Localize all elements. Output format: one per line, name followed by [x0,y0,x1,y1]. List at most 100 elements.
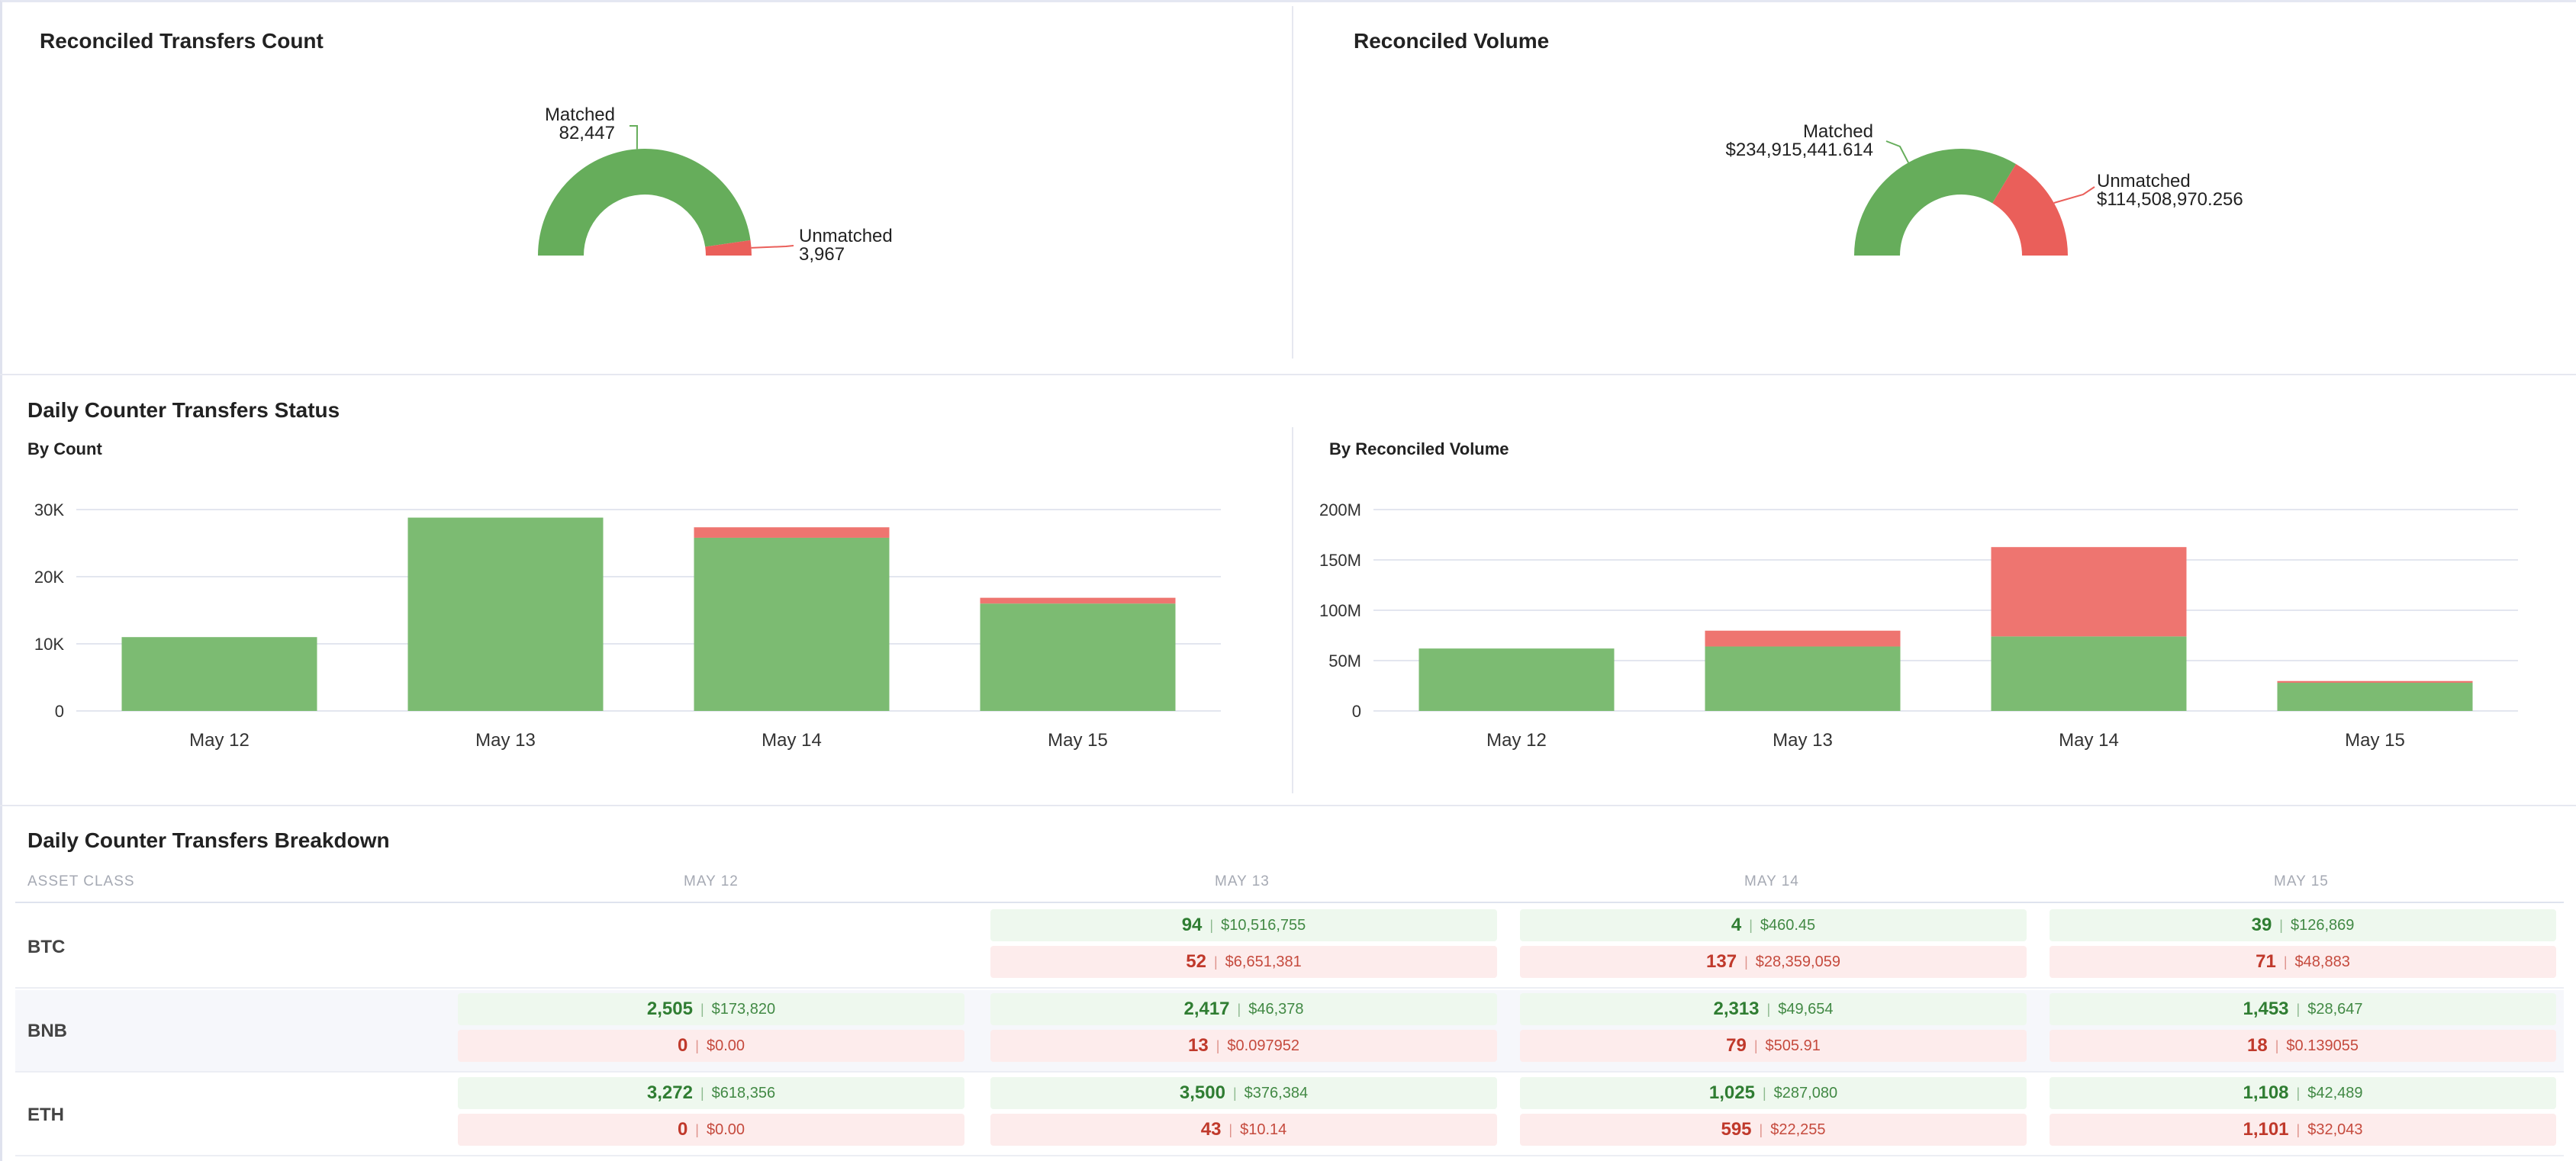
cell-separator: | [700,1085,704,1101]
bar-unmatched[interactable] [1991,547,2187,637]
matched-volume: $460.45 [1760,916,1816,934]
cell-separator: | [1209,917,1214,933]
matched-count: 39 [2251,915,2272,935]
matched-cell[interactable]: 2,313 | $49,654 [1520,993,2027,1025]
table-header-divider [15,902,2564,903]
count-panel-title: Reconciled Transfers Count [40,29,324,53]
y-tick-label: 50M [1328,651,1361,671]
unmatched-count: 71 [2256,951,2276,972]
y-tick-label: 10K [34,635,64,654]
bar-unmatched[interactable] [1705,630,1901,647]
asset-class-label: BTC [27,937,66,957]
cell-separator: | [2275,1037,2279,1053]
unmatched-cell[interactable]: 79 | $505.91 [1520,1030,2027,1062]
unmatched-volume: $28,359,059 [1755,953,1840,970]
matched-cell[interactable]: 39 | $126,869 [2050,909,2556,941]
unmatched-leader-line [2053,186,2095,204]
unmatched-count: 137 [1706,951,1737,972]
cell-separator: | [695,1121,699,1137]
matched-cell[interactable]: 2,417 | $46,378 [990,993,1497,1025]
unmatched-cell[interactable]: 137 | $28,359,059 [1520,946,2027,978]
matched-cell[interactable]: 3,500 | $376,384 [990,1077,1497,1109]
matched-cell[interactable]: 1,025 | $287,080 [1520,1077,2027,1109]
x-tick-label: May 13 [1773,730,1833,751]
header-may-14: MAY 14 [1744,873,1799,889]
unmatched-count: 1,101 [2243,1119,2289,1140]
unmatched-label: Unmatched [2097,171,2191,191]
matched-volume: $10,516,755 [1221,916,1306,934]
matched-cell[interactable]: 1,453 | $28,647 [2050,993,2556,1025]
bar-matched[interactable] [980,603,1176,711]
unmatched-cell[interactable]: 0 | $0.00 [458,1114,964,1146]
unmatched-cell[interactable]: 71 | $48,883 [2050,946,2556,978]
matched-cell[interactable]: 94 | $10,516,755 [990,909,1497,941]
middle-divider [1292,427,1293,793]
bar-matched[interactable] [2277,683,2473,711]
unmatched-volume: $0.00 [706,1037,745,1054]
unmatched-count: 0 [677,1119,688,1140]
matched-label: Matched [1803,121,1873,142]
unmatched-count: 18 [2247,1035,2268,1056]
y-tick-label: 0 [1352,702,1361,721]
cell-separator: | [695,1037,699,1053]
cell-separator: | [1228,1121,1233,1137]
unmatched-volume: $6,651,381 [1225,953,1302,970]
bar-unmatched[interactable] [694,527,890,538]
bar-matched[interactable] [694,537,890,711]
matched-count: 94 [1181,915,1203,935]
unmatched-volume: $48,883 [2294,953,2350,970]
matched-value: 82,447 [559,123,615,143]
matched-volume: $28,647 [2307,1000,2363,1018]
unmatched-cell[interactable]: 43 | $10.14 [990,1114,1497,1146]
bar-matched[interactable] [1991,636,2187,711]
unmatched-label: Unmatched [799,226,893,246]
unmatched-cell[interactable]: 0 | $0.00 [458,1030,964,1062]
unmatched-count: 13 [1188,1035,1209,1056]
gauge-matched-segment[interactable] [538,149,751,256]
gauge-unmatched-segment[interactable] [1992,163,2068,256]
matched-count: 1,108 [2243,1082,2289,1103]
header-may-15: MAY 15 [2274,873,2329,889]
matched-volume: $618,356 [711,1084,776,1102]
bar-matched[interactable] [407,517,604,711]
gauge-unmatched-segment[interactable] [705,240,752,256]
row-divider [15,987,2564,989]
matched-cell[interactable]: 4 | $460.45 [1520,909,2027,941]
x-tick-label: May 15 [1048,730,1108,751]
header-may-12: MAY 12 [684,873,739,889]
unmatched-volume: $0.139055 [2286,1037,2359,1054]
cell-separator: | [1232,1085,1237,1101]
cell-separator: | [1753,1037,1758,1053]
volume-gauge[interactable]: Matched$234,915,441.614 Unmatched$114,508… [1679,92,2304,275]
count-chart-subtitle: By Count [27,439,102,458]
gauge-matched-segment[interactable] [1854,149,2017,256]
matched-cell[interactable]: 3,272 | $618,356 [458,1077,964,1109]
cell-separator: | [1762,1085,1766,1101]
cell-separator: | [1759,1121,1763,1137]
bar-matched[interactable] [121,637,317,711]
x-tick-label: May 14 [2059,730,2119,751]
cell-separator: | [2296,1121,2301,1137]
cell-separator: | [1213,954,1218,970]
bar-unmatched[interactable] [2277,680,2473,683]
volume-panel-title: Reconciled Volume [1354,29,1550,53]
unmatched-cell[interactable]: 13 | $0.097952 [990,1030,1497,1062]
bar-matched[interactable] [1418,648,1615,711]
unmatched-cell[interactable]: 52 | $6,651,381 [990,946,1497,978]
matched-count: 3,500 [1179,1082,1225,1103]
unmatched-value: 3,967 [799,244,845,265]
top-divider [1292,6,1293,359]
matched-volume: $287,080 [1773,1084,1838,1102]
bar-matched[interactable] [1705,646,1901,711]
unmatched-cell[interactable]: 595 | $22,255 [1520,1114,2027,1146]
y-tick-label: 200M [1319,500,1361,519]
unmatched-cell[interactable]: 1,101 | $32,043 [2050,1114,2556,1146]
matched-cell[interactable]: 1,108 | $42,489 [2050,1077,2556,1109]
unmatched-volume: $505.91 [1765,1037,1821,1054]
unmatched-count: 595 [1721,1119,1752,1140]
bar-unmatched[interactable] [980,597,1176,604]
matched-cell[interactable]: 2,505 | $173,820 [458,993,964,1025]
unmatched-cell[interactable]: 18 | $0.139055 [2050,1030,2556,1062]
x-tick-label: May 12 [1486,730,1547,751]
